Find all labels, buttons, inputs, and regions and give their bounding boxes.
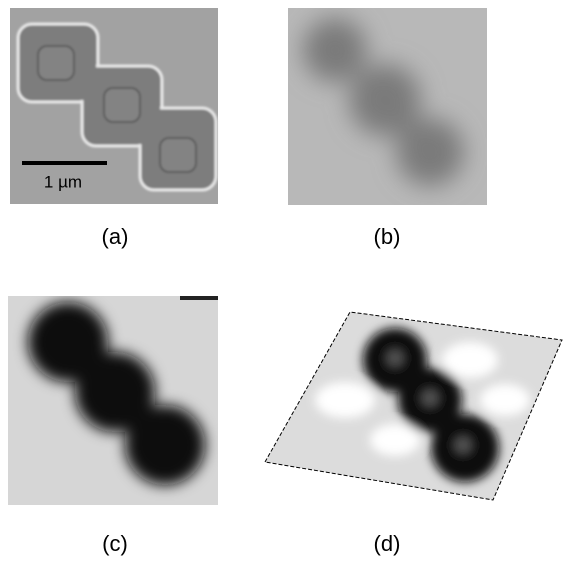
panel-label: (b) bbox=[374, 224, 401, 249]
figure: 1 µm (a) (b) (c) bbox=[0, 0, 563, 561]
panel-label: (c) bbox=[102, 531, 128, 556]
panel-c bbox=[8, 294, 220, 505]
panel-b bbox=[288, 8, 487, 205]
panel-a: 1 µm bbox=[10, 8, 218, 204]
panel-label: (a) bbox=[102, 224, 129, 249]
panel-label: (d) bbox=[374, 531, 401, 556]
scale-bar-label: 1 µm bbox=[44, 172, 82, 191]
panel-d bbox=[265, 312, 562, 500]
